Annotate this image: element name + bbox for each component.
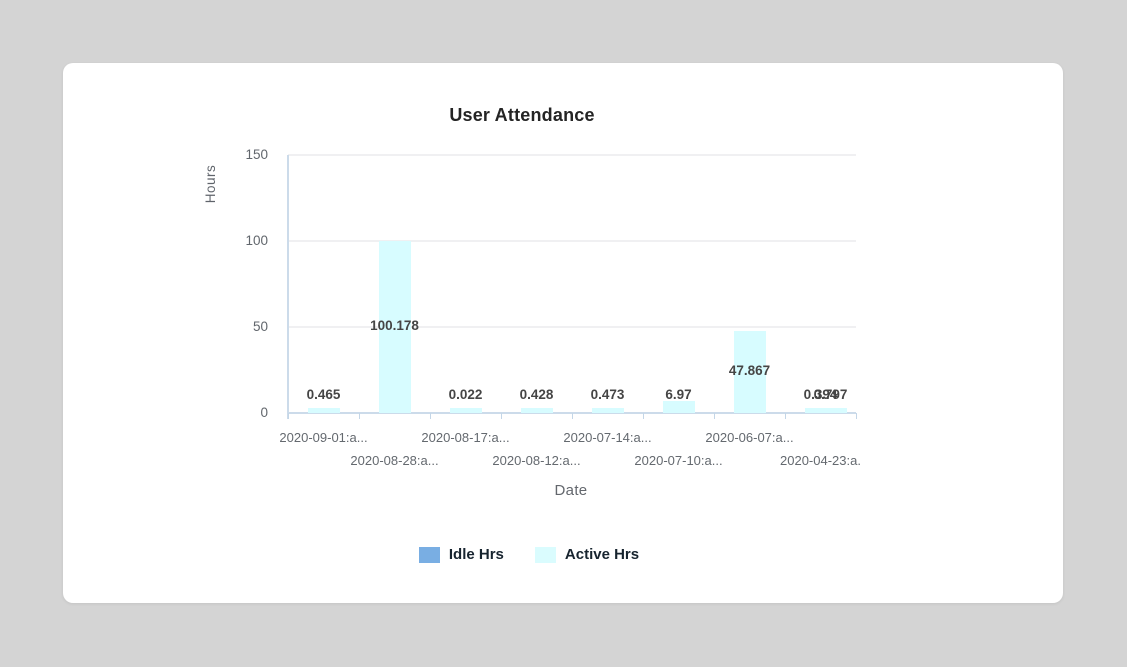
y-tick-label: 100 (245, 233, 268, 248)
x-axis-tick (501, 413, 502, 419)
legend-item-active-hrs[interactable]: Active Hrs (534, 546, 640, 563)
x-axis-tick (856, 413, 857, 419)
bar-value-label: 0.473 (590, 387, 625, 402)
bar[interactable] (733, 330, 766, 413)
x-axis-tick (785, 413, 786, 419)
bar-value-label: 0.022 (448, 387, 483, 402)
x-axis-tick (288, 413, 289, 419)
x-tick-label: 2020-09-01:a... (279, 430, 368, 445)
y-gridline (288, 326, 856, 328)
bar[interactable] (814, 408, 847, 413)
bar-value-label: 0.797 (813, 387, 848, 402)
x-axis-title: Date (554, 482, 588, 499)
bar-value-label: 100.178 (370, 317, 419, 333)
y-tick-label: 50 (252, 319, 268, 334)
x-tick-label: 2020-07-10:a... (634, 453, 723, 468)
x-axis-tick (643, 413, 644, 419)
x-tick-label: 2020-06-07:a... (705, 430, 794, 445)
chart-card: User Attendance Hours Date Idle Hrs Acti… (63, 63, 1063, 603)
bar-value-label: 47.867 (728, 362, 771, 378)
y-tick-label: 0 (260, 405, 268, 420)
x-axis-tick (714, 413, 715, 419)
y-tick-label: 150 (245, 147, 268, 162)
active-hrs-swatch-icon (534, 546, 556, 563)
bar-value-label: 6.97 (665, 387, 692, 402)
legend-label-active-hrs: Active Hrs (564, 546, 640, 563)
x-axis-tick (430, 413, 431, 419)
y-gridline (288, 154, 856, 156)
chart-title: User Attendance (449, 105, 595, 125)
bar-value-label: 0.394 (803, 387, 838, 402)
x-tick-label: 2020-07-14:a... (563, 430, 652, 445)
bar-value-label: 0.428 (519, 387, 554, 402)
y-axis-line (287, 155, 289, 419)
y-gridline (288, 240, 856, 242)
idle-hrs-swatch-icon (418, 546, 440, 563)
legend-item-idle-hrs[interactable]: Idle Hrs (418, 546, 504, 563)
bar[interactable] (662, 401, 695, 413)
x-tick-label: 2020-08-28:a... (350, 453, 439, 468)
x-axis-tick (359, 413, 360, 419)
bar[interactable] (307, 408, 340, 413)
x-tick-label: 2020-04-23:a. (780, 453, 861, 468)
bar[interactable] (449, 408, 482, 413)
user-attendance-chart: User Attendance Hours Date Idle Hrs Acti… (63, 63, 1063, 603)
x-tick-label: 2020-08-17:a... (421, 430, 510, 445)
chart-legend: Idle Hrs Active Hrs (63, 546, 995, 563)
bar-value-label: 0.465 (306, 387, 341, 402)
legend-label-idle-hrs: Idle Hrs (448, 546, 504, 563)
bar[interactable] (591, 408, 624, 413)
x-tick-label: 2020-08-12:a... (492, 453, 581, 468)
x-axis-tick (572, 413, 573, 419)
bar[interactable] (378, 240, 411, 413)
bar[interactable] (520, 408, 553, 413)
